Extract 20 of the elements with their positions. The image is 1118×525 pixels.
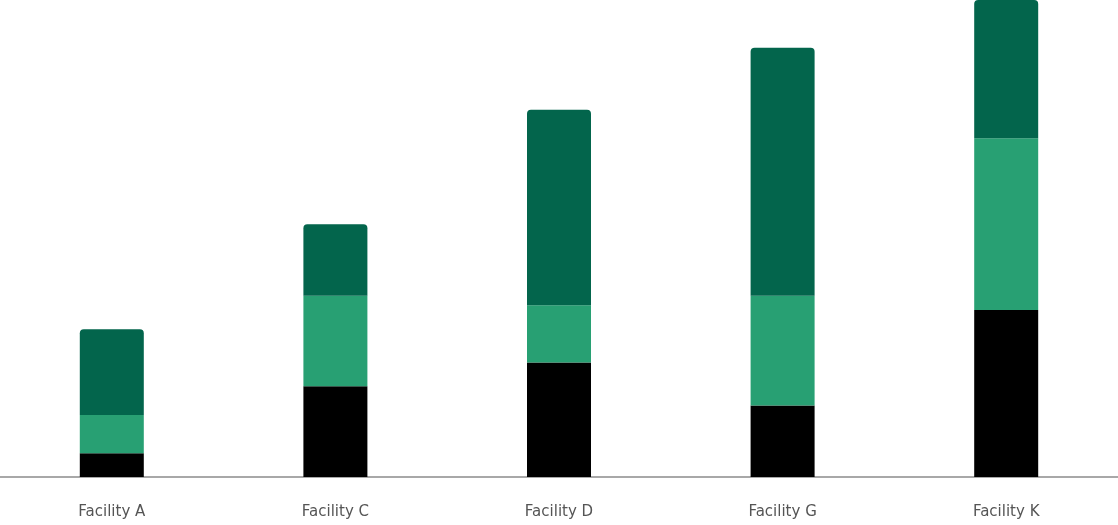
bar <box>974 310 1039 477</box>
bar <box>79 329 144 415</box>
x-tick-label: Facility C <box>301 501 369 520</box>
bar <box>750 295 815 406</box>
x-tick-label: Facility A <box>78 501 147 520</box>
bar <box>527 362 591 477</box>
bar <box>750 405 815 477</box>
bar <box>303 386 368 477</box>
x-tick-label: Facility K <box>972 501 1041 520</box>
bar <box>974 0 1039 139</box>
bar <box>303 224 368 296</box>
bar <box>79 414 144 454</box>
x-tick-label: Facility G <box>748 501 817 520</box>
bar <box>527 305 591 363</box>
bar <box>974 138 1039 311</box>
bar <box>303 295 368 387</box>
bar <box>79 453 144 477</box>
bar <box>527 109 591 306</box>
bar <box>750 47 815 296</box>
x-tick-label: Facility D <box>524 501 594 520</box>
